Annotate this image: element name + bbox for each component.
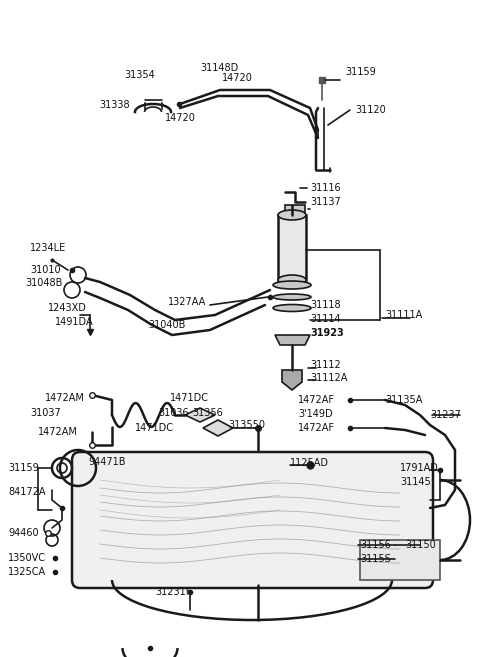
Text: 1471DC: 1471DC: [170, 393, 209, 403]
Polygon shape: [282, 370, 302, 390]
Text: 31156: 31156: [360, 540, 391, 550]
Text: 31114: 31114: [310, 314, 341, 324]
Text: 31135A: 31135A: [385, 395, 422, 405]
Text: 1327AA: 1327AA: [168, 297, 206, 307]
Text: 31356: 31356: [192, 408, 223, 418]
Text: 1472AM: 1472AM: [38, 427, 78, 437]
Text: 31037: 31037: [30, 408, 61, 418]
Text: 31112A: 31112A: [310, 373, 348, 383]
Bar: [285, 205, 305, 213]
Text: 31040B: 31040B: [148, 320, 185, 330]
Text: 1234LE: 1234LE: [30, 243, 66, 253]
Text: 31118: 31118: [310, 300, 341, 310]
Text: 31137: 31137: [310, 197, 341, 207]
Text: 31116: 31116: [310, 183, 341, 193]
Text: 31338: 31338: [99, 100, 130, 110]
Text: 3'149D: 3'149D: [298, 409, 333, 419]
Text: 1472AF: 1472AF: [298, 423, 335, 433]
Text: 14720: 14720: [165, 113, 196, 123]
Text: 31237: 31237: [430, 410, 461, 420]
Polygon shape: [275, 335, 310, 345]
Text: 31159: 31159: [345, 67, 376, 77]
Text: 31231F: 31231F: [155, 587, 192, 597]
Ellipse shape: [278, 210, 306, 220]
Text: 3115S: 3115S: [360, 554, 391, 564]
Text: 31145: 31145: [400, 477, 431, 487]
Text: 1791AD: 1791AD: [400, 463, 439, 473]
Polygon shape: [185, 408, 215, 422]
Text: 31048B: 31048B: [25, 278, 62, 288]
Text: 1125AD: 1125AD: [290, 458, 329, 468]
Text: 31111A: 31111A: [385, 310, 422, 320]
FancyBboxPatch shape: [360, 540, 440, 580]
Text: 31036: 31036: [158, 408, 189, 418]
Text: 31159: 31159: [8, 463, 39, 473]
Text: 94471B: 94471B: [88, 457, 125, 467]
Text: 1243XD: 1243XD: [48, 303, 87, 313]
Ellipse shape: [273, 304, 311, 311]
Text: 31120: 31120: [355, 105, 386, 115]
Polygon shape: [203, 420, 233, 436]
Text: 84172A: 84172A: [8, 487, 46, 497]
Text: 1325CA: 1325CA: [8, 567, 46, 577]
Text: 1472AF: 1472AF: [298, 395, 335, 405]
Ellipse shape: [278, 275, 306, 285]
Bar: [278, 215, 306, 280]
Text: 1471DC: 1471DC: [135, 423, 174, 433]
Text: 1472AM: 1472AM: [45, 393, 85, 403]
Ellipse shape: [273, 294, 311, 300]
Text: 1350VC: 1350VC: [8, 553, 46, 563]
Text: 31010: 31010: [30, 265, 60, 275]
Text: 31148D: 31148D: [200, 63, 238, 73]
Text: 31150: 31150: [405, 540, 436, 550]
Text: 31923: 31923: [310, 328, 344, 338]
Text: 94460: 94460: [8, 528, 38, 538]
Text: 14720: 14720: [222, 73, 253, 83]
FancyBboxPatch shape: [72, 452, 433, 588]
Text: 31112: 31112: [310, 360, 341, 370]
Text: 31354: 31354: [124, 70, 155, 80]
Text: 313550: 313550: [228, 420, 265, 430]
Text: 1491DA: 1491DA: [55, 317, 94, 327]
Ellipse shape: [273, 281, 311, 289]
